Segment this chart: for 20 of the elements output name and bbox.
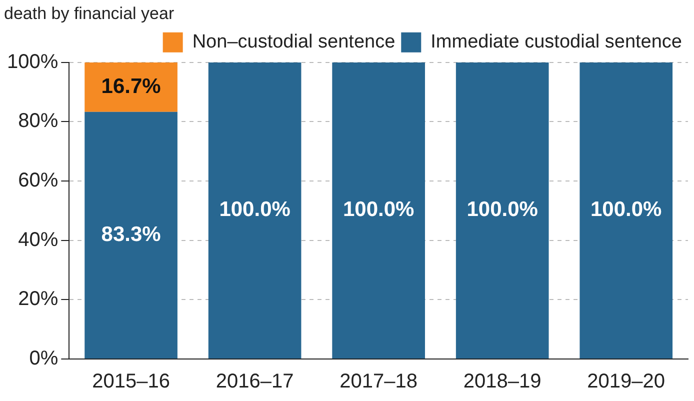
y-tick-label: 60% xyxy=(18,170,58,192)
x-tick-label: 2019–20 xyxy=(587,370,666,393)
data-label: 16.7% xyxy=(101,74,162,98)
legend-label: Immediate custodial sentence xyxy=(430,32,682,53)
chart-title: death by financial year xyxy=(4,4,174,23)
x-tick-label: 2016–17 xyxy=(216,370,294,393)
x-tick-label: 2018–19 xyxy=(463,370,542,393)
legend-label: Non–custodial sentence xyxy=(192,32,396,53)
x-tick-label: 2017–18 xyxy=(340,370,418,393)
data-label: 100.0% xyxy=(342,198,415,222)
y-tick-label: 0% xyxy=(29,348,58,370)
y-tick-label: 100% xyxy=(6,50,58,73)
data-label: 100.0% xyxy=(466,198,538,222)
y-tick-label: 80% xyxy=(18,110,58,132)
y-tick-label: 20% xyxy=(18,288,58,310)
data-label: 83.3% xyxy=(101,223,162,246)
data-label: 100.0% xyxy=(590,198,662,222)
y-tick-label: 40% xyxy=(18,228,58,251)
x-tick-label: 2015–16 xyxy=(92,370,170,393)
data-label: 100.0% xyxy=(219,198,291,222)
